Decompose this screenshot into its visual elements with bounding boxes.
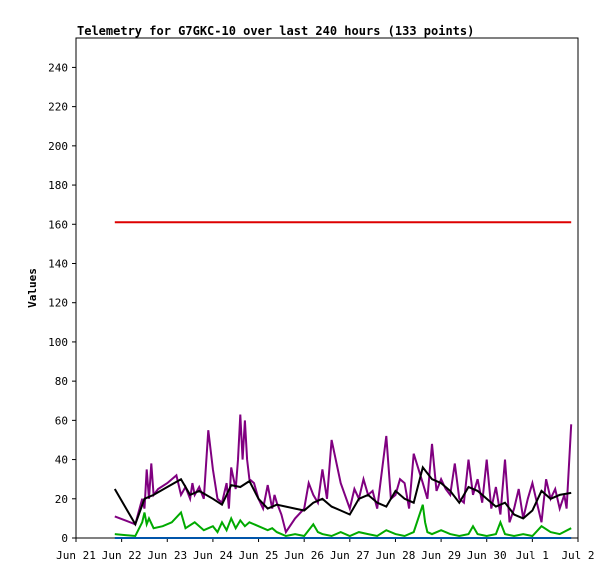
- x-tick-label: Jun 28: [376, 549, 416, 562]
- x-tick-label: Jun 29: [421, 549, 461, 562]
- y-tick-label: 80: [55, 375, 68, 388]
- x-axis: Jun 21 Jun 22 Jun 23 Jun 24 Jun 25 Jun 26 Jun …: [56, 538, 595, 562]
- x-tick-label: Jun 21: [56, 549, 96, 562]
- y-tick-label: 240: [48, 61, 68, 74]
- series-line-2: [114, 414, 573, 535]
- y-tick-label: 100: [48, 336, 68, 349]
- x-tick-label: Jun 30: [467, 549, 507, 562]
- chart-title: Telemetry for G7GKC-10 over last 240 hou…: [77, 24, 474, 38]
- y-axis: 0 20 40 60 80 100 120 140 160 180 200 220 240: [48, 61, 76, 545]
- y-tick-label: 60: [55, 414, 68, 427]
- x-tick-label: Jun 24: [193, 549, 233, 562]
- x-tick-label: Jul 2: [561, 549, 594, 562]
- x-tick-label: Jul 1: [516, 549, 549, 562]
- x-tick-label: Jun 22: [102, 549, 142, 562]
- series-line-4: [114, 504, 572, 538]
- y-tick-label: 40: [55, 454, 68, 467]
- series-line-3: [113, 465, 572, 527]
- y-tick-label: 200: [48, 140, 68, 153]
- x-tick-label: Jun 27: [330, 549, 370, 562]
- x-tick-label: Jun 26: [284, 549, 324, 562]
- y-tick-label: 120: [48, 297, 68, 310]
- y-tick-label: 140: [48, 257, 68, 270]
- y-tick-label: 220: [48, 101, 68, 114]
- series-layer: [113, 221, 573, 539]
- y-tick-label: 160: [48, 218, 68, 231]
- y-tick-label: 180: [48, 179, 68, 192]
- x-tick-label: Jun 25: [239, 549, 279, 562]
- y-tick-label: 20: [55, 493, 68, 506]
- y-axis-label: Values: [26, 268, 39, 308]
- x-tick-label: Jun 23: [147, 549, 187, 562]
- plot-area: [75, 37, 579, 539]
- y-tick-label: 0: [61, 532, 68, 545]
